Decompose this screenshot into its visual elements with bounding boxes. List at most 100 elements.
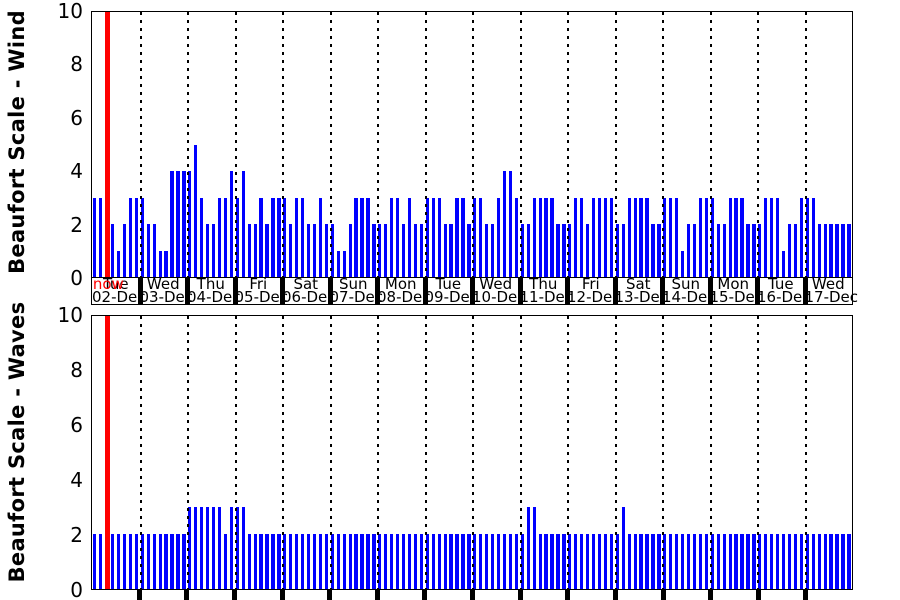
x-axis-date: 04-Dec [187, 288, 241, 306]
bar [146, 534, 150, 589]
day-gridline [234, 316, 237, 589]
bar [164, 250, 168, 277]
bar [787, 534, 792, 589]
bar [716, 224, 720, 277]
bar [663, 197, 667, 277]
day-gridline [709, 316, 712, 589]
bar [805, 197, 809, 277]
bar [461, 534, 465, 589]
bar [455, 534, 459, 589]
day-gridline [282, 316, 284, 589]
bar [841, 224, 845, 277]
bar [728, 197, 732, 277]
bar [657, 224, 661, 277]
bar [722, 534, 726, 589]
bar [681, 534, 685, 589]
bar [366, 534, 370, 589]
bar [805, 534, 809, 589]
bar [277, 534, 281, 589]
x-axis-date: 13-Dec [614, 288, 669, 306]
bar [324, 224, 329, 277]
bar [793, 224, 798, 277]
bar [502, 534, 507, 589]
bar [591, 197, 596, 277]
bar [645, 197, 649, 277]
bar [698, 534, 703, 589]
bar [318, 197, 323, 277]
bar [467, 224, 471, 277]
x-axis-date: 07-Dec [329, 288, 384, 306]
bar [152, 534, 156, 589]
bar [811, 534, 815, 589]
bar [740, 197, 744, 277]
bar [716, 534, 720, 589]
bar [194, 144, 198, 277]
bar [146, 224, 150, 277]
bar [324, 534, 329, 589]
bar [396, 197, 400, 277]
bar [360, 534, 364, 589]
bar [787, 224, 792, 277]
x-axis-day-of-week: Wed [479, 275, 513, 293]
x-axis-day-cell: Wed 10-Dec [472, 275, 526, 305]
bar [479, 197, 483, 277]
bar [651, 534, 655, 589]
bar [496, 534, 501, 589]
day-gridline [757, 12, 759, 277]
y-tick-label: 4 [70, 159, 83, 184]
x-axis-day-separator [185, 278, 190, 305]
bar [823, 224, 827, 277]
x-axis-day-of-week: Tue [767, 275, 794, 293]
bar [568, 534, 572, 589]
bar [609, 534, 614, 589]
bar [93, 197, 97, 277]
bar [574, 534, 578, 589]
x-axis-date: 09-Dec [424, 288, 479, 306]
bar [301, 534, 305, 589]
bar [366, 197, 370, 277]
y-tick-label: 0 [70, 578, 83, 600]
y-tick-label: 0 [70, 266, 83, 290]
bar [508, 534, 513, 589]
bar [407, 197, 412, 277]
bar [764, 534, 768, 589]
bar [128, 197, 133, 277]
bar [425, 197, 429, 277]
bar [122, 224, 127, 277]
bar [467, 534, 471, 589]
x-axis-day-cell: Wed 03-Dec [140, 277, 194, 305]
bar [770, 197, 774, 277]
bar [217, 507, 222, 589]
waves-y-axis-title: Beaufort Scale - Waves [5, 301, 29, 583]
x-axis-day-cell: Tue 09-Dec [424, 277, 479, 306]
bar [520, 224, 524, 277]
bar [206, 507, 210, 589]
waves-panel: Beaufort Scale - Waves 0 2 4 6 8 10 [0, 302, 900, 600]
day-gridline [377, 316, 379, 589]
bar [437, 534, 441, 589]
x-axis-day-cell: Sat 06-Dec [282, 277, 336, 305]
bar [259, 534, 263, 589]
bar [835, 534, 839, 589]
bar [657, 534, 661, 589]
bar [206, 224, 210, 277]
bar [562, 224, 566, 277]
bar [378, 224, 382, 277]
day-gridline [187, 316, 189, 589]
x-axis-day-of-week: Mon [717, 275, 750, 293]
bar [200, 507, 204, 589]
bar [580, 197, 584, 277]
x-axis-tick [517, 590, 523, 600]
bar [514, 197, 519, 277]
bar [669, 534, 673, 589]
bar [348, 534, 352, 589]
bar [134, 534, 139, 589]
x-axis-day-separator [422, 278, 428, 305]
x-axis-day-separator [565, 278, 570, 305]
bar [360, 197, 364, 277]
bar [847, 534, 851, 589]
bar [128, 534, 133, 589]
x-axis-tick [327, 590, 333, 600]
x-axis-day-cell: Fri 05-Dec [235, 277, 289, 305]
bar [841, 534, 845, 589]
